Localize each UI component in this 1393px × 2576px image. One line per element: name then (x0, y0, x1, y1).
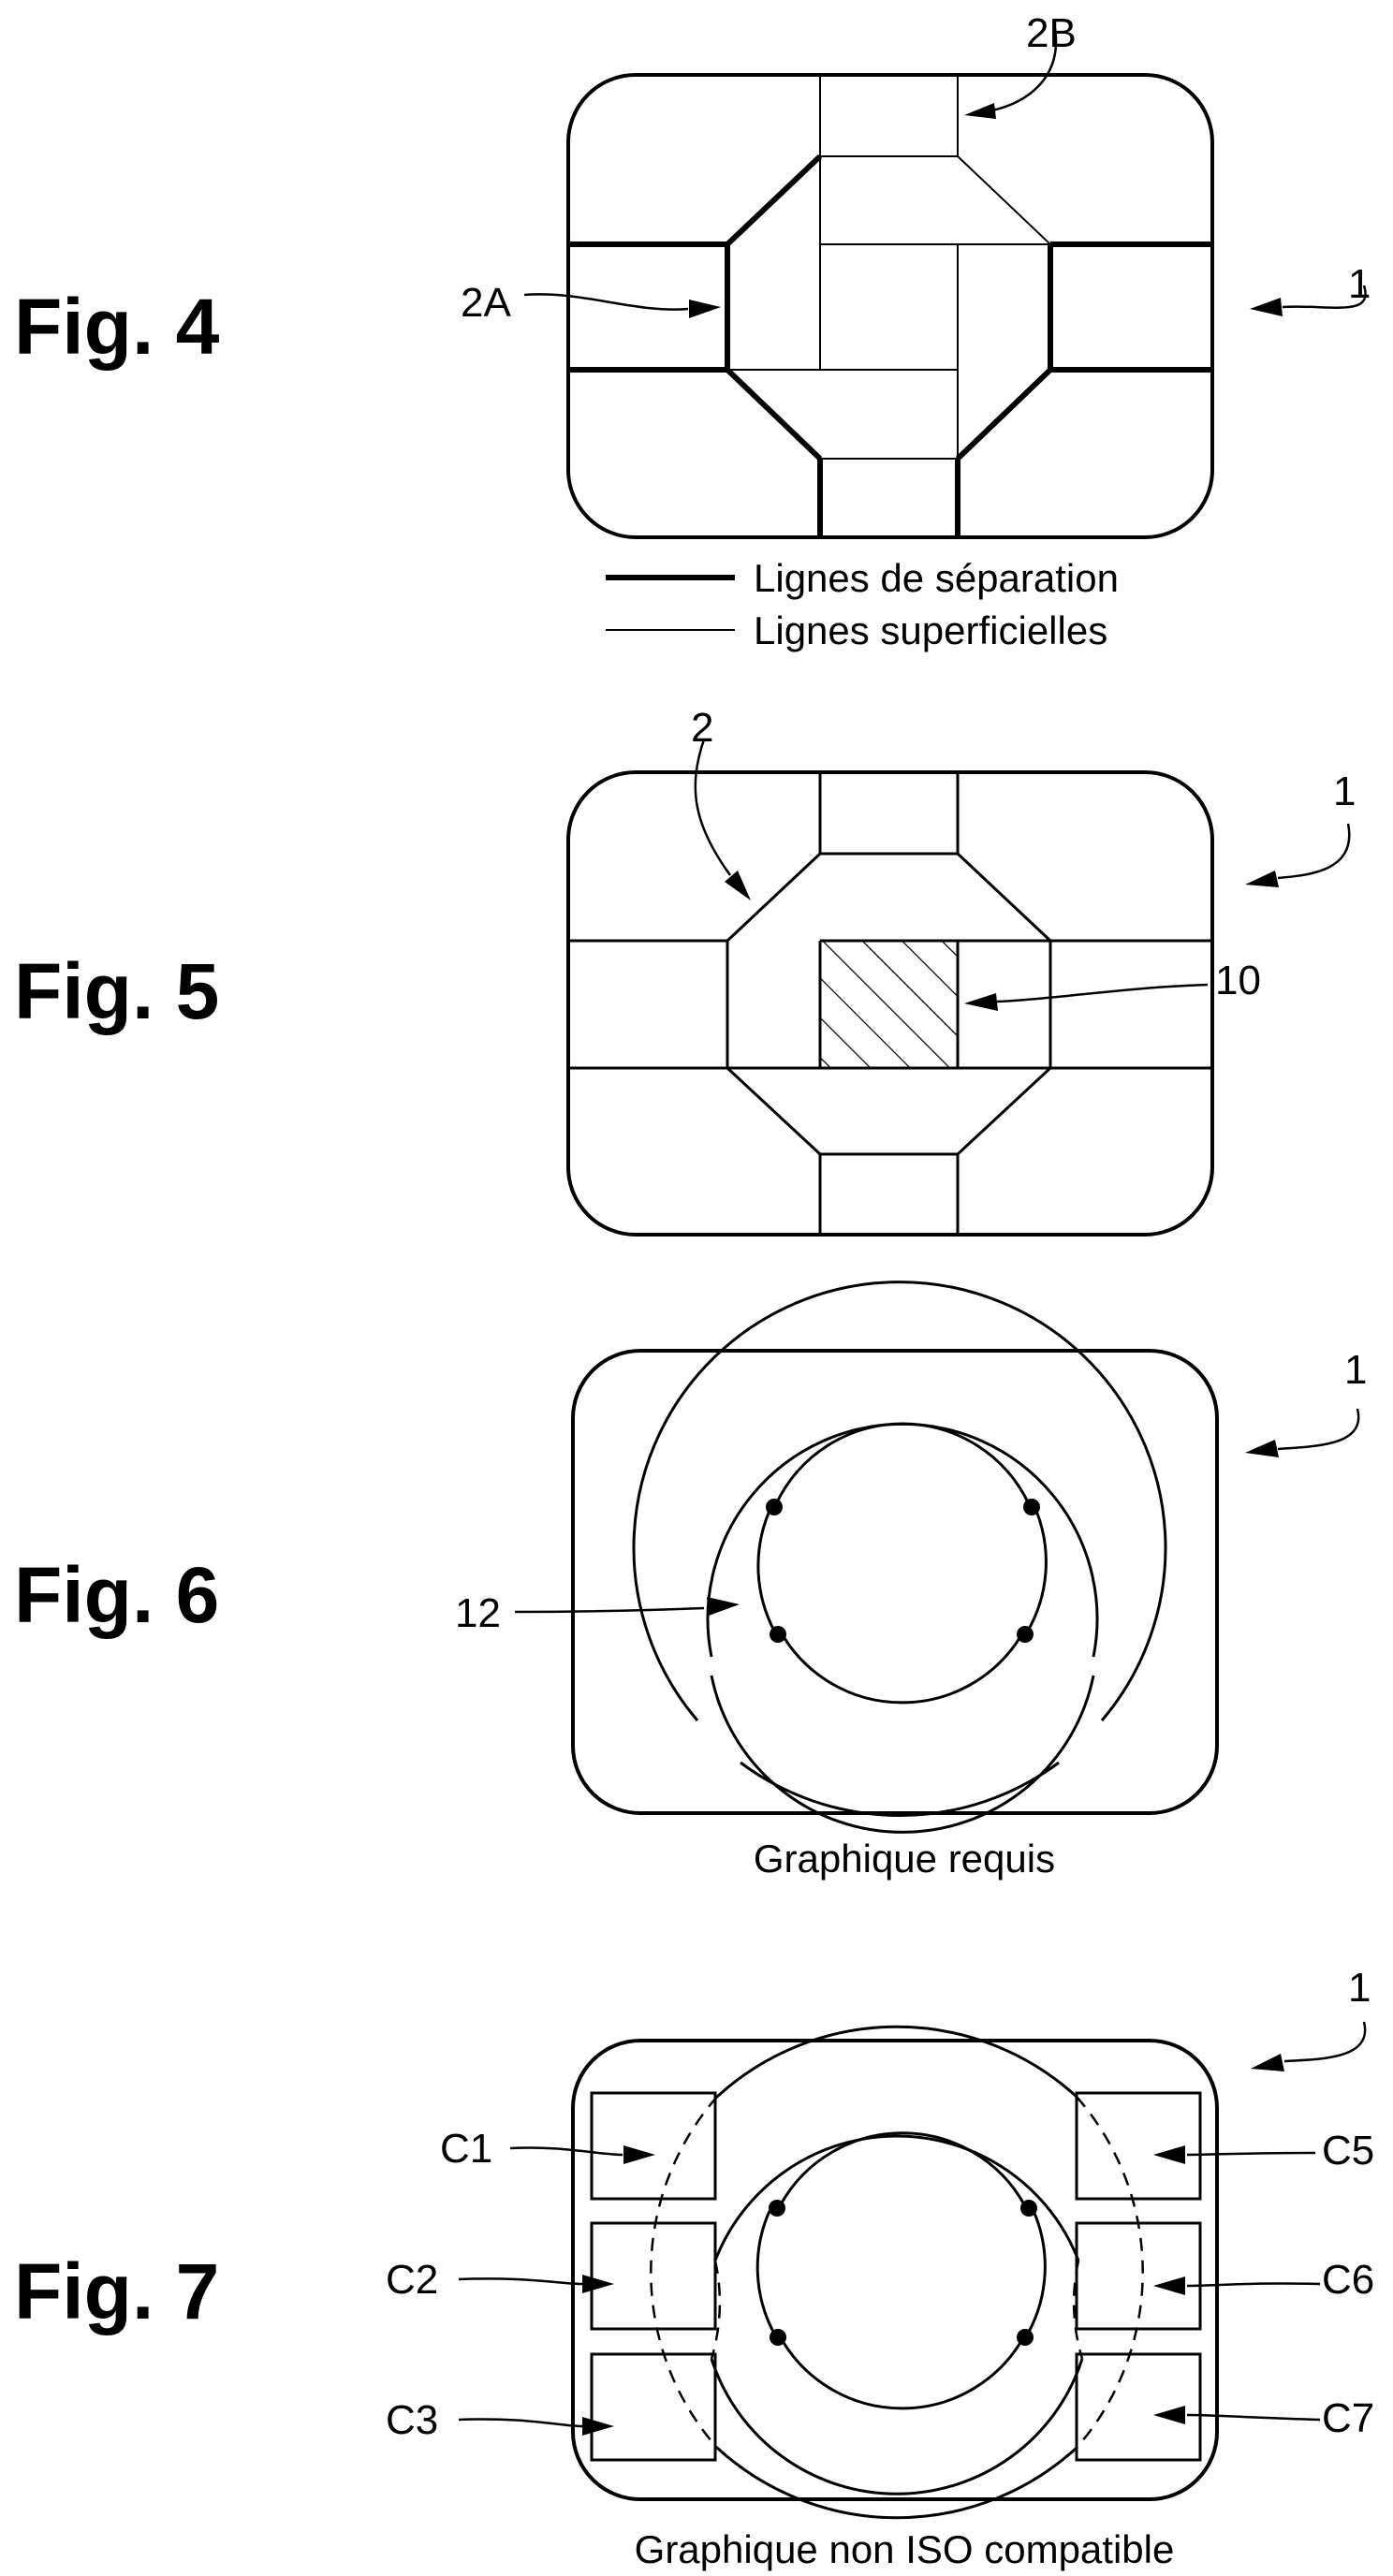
fig7-contact-dot-top-left (769, 2200, 785, 2217)
fig7-contact-dot-top-right (1020, 2200, 1037, 2217)
fig5-1-arrowhead (1245, 871, 1279, 887)
fig7-dashed-arcs (651, 2097, 1142, 2448)
fig5-ref-10: 10 (1215, 958, 1261, 1003)
figure-7: Fig. 7 (14, 1965, 1374, 2571)
fig7-ref-c2: C2 (386, 2257, 438, 2303)
fig7-pad-c1 (592, 2093, 715, 2199)
fig7-ref-c1: C1 (440, 2126, 492, 2172)
fig7-c3-leader (459, 2419, 582, 2426)
fig4-ref-1: 1 (1348, 261, 1371, 307)
fig7-ref-c7: C7 (1322, 2395, 1374, 2441)
fig4-2a-leader (524, 294, 688, 309)
fig7-c2-leader (459, 2278, 582, 2284)
fig4-2b-arrowhead (964, 103, 996, 119)
fig6-contact-dot-top-right (1023, 1499, 1040, 1515)
fig4-ref-2b: 2B (1026, 10, 1077, 56)
fig5-ref-1: 1 (1333, 768, 1356, 814)
fig5-2-arrowhead (725, 871, 751, 900)
fig7-c6-leader (1187, 2283, 1320, 2286)
fig7-1-arrowhead (1251, 2054, 1284, 2071)
fig4-2a-arrowhead (689, 300, 721, 318)
fig6-1-leader (1278, 1409, 1358, 1449)
fig6-1-arrowhead (1245, 1440, 1279, 1457)
fig6-outer-arcs (634, 1282, 1166, 1816)
figure-4: Fig. 4 2B (14, 10, 1371, 652)
fig7-label: Fig. 7 (14, 2247, 219, 2335)
figure-6: Fig. 6 12 1 Graphique requis (14, 1282, 1367, 1881)
fig4-label: Fig. 4 (14, 283, 220, 371)
fig7-caption: Graphique non ISO compatible (635, 2527, 1175, 2571)
fig5-hatched-area (820, 941, 959, 1068)
fig7-inner-arcs (757, 2133, 1045, 2408)
fig7-c3-arrowhead (582, 2417, 614, 2436)
fig5-1-leader (1278, 824, 1349, 878)
fig6-contact-dot-bottom-left (770, 1626, 786, 1643)
fig5-ref-2: 2 (691, 705, 713, 751)
fig7-ref-c5: C5 (1322, 2128, 1374, 2174)
fig6-module-outline (573, 1351, 1217, 1813)
fig7-ref-c3: C3 (386, 2397, 438, 2443)
fig7-contact-dot-bottom-left (770, 2329, 786, 2346)
fig7-c5-arrowhead (1153, 2145, 1185, 2164)
fig4-legend-separation: Lignes de séparation (754, 556, 1119, 600)
fig5-10-leader (997, 985, 1208, 1002)
fig6-12-arrowhead (707, 1597, 740, 1616)
fig4-ref-2a: 2A (461, 280, 511, 326)
fig7-ref-1: 1 (1348, 1965, 1371, 2011)
fig7-c5-leader (1187, 2153, 1315, 2155)
fig7-pad-c6 (1077, 2223, 1200, 2329)
fig7-pad-c5 (1077, 2093, 1200, 2199)
fig5-label: Fig. 5 (14, 947, 219, 1035)
fig4-separation-lines (568, 156, 1212, 537)
fig4-surface-lines (727, 75, 1050, 459)
fig5-10-arrowhead (964, 993, 998, 1011)
fig5-2-leader (696, 739, 730, 875)
fig7-contact-dot-bottom-right (1017, 2329, 1034, 2346)
fig6-caption: Graphique requis (754, 1837, 1055, 1881)
fig6-label: Fig. 6 (14, 1551, 219, 1639)
fig7-c1-leader (510, 2147, 623, 2155)
fig4-1-arrowhead (1250, 298, 1283, 316)
fig7-1-leader (1284, 2022, 1365, 2061)
fig7-c7-leader (1187, 2415, 1320, 2420)
fig6-ref-12: 12 (455, 1590, 501, 1636)
fig6-contact-dot-bottom-right (1017, 1626, 1034, 1643)
fig7-pad-c3 (592, 2354, 715, 2460)
fig4-module-outline (568, 75, 1212, 537)
fig4-legend-surface: Lignes superficielles (754, 608, 1107, 652)
fig6-12-leader (515, 1608, 704, 1612)
fig7-c2-arrowhead (582, 2275, 614, 2293)
fig6-middle-arcs (708, 1424, 1097, 1832)
figure-5: Fig. 5 2 (14, 705, 1356, 1235)
fig7-ref-c6: C6 (1322, 2257, 1374, 2303)
fig6-contact-dot-top-left (766, 1499, 783, 1515)
fig6-inner-arcs (758, 1424, 1047, 1703)
fig7-c7-arrowhead (1153, 2406, 1185, 2424)
fig7-solid-arcs (711, 2027, 1082, 2517)
fig7-module-outline (573, 2041, 1217, 2499)
fig7-c6-arrowhead (1153, 2276, 1185, 2295)
fig7-c1-arrowhead (623, 2145, 655, 2164)
fig6-ref-1: 1 (1344, 1347, 1367, 1393)
fig7-contact-pads (592, 2093, 1200, 2460)
